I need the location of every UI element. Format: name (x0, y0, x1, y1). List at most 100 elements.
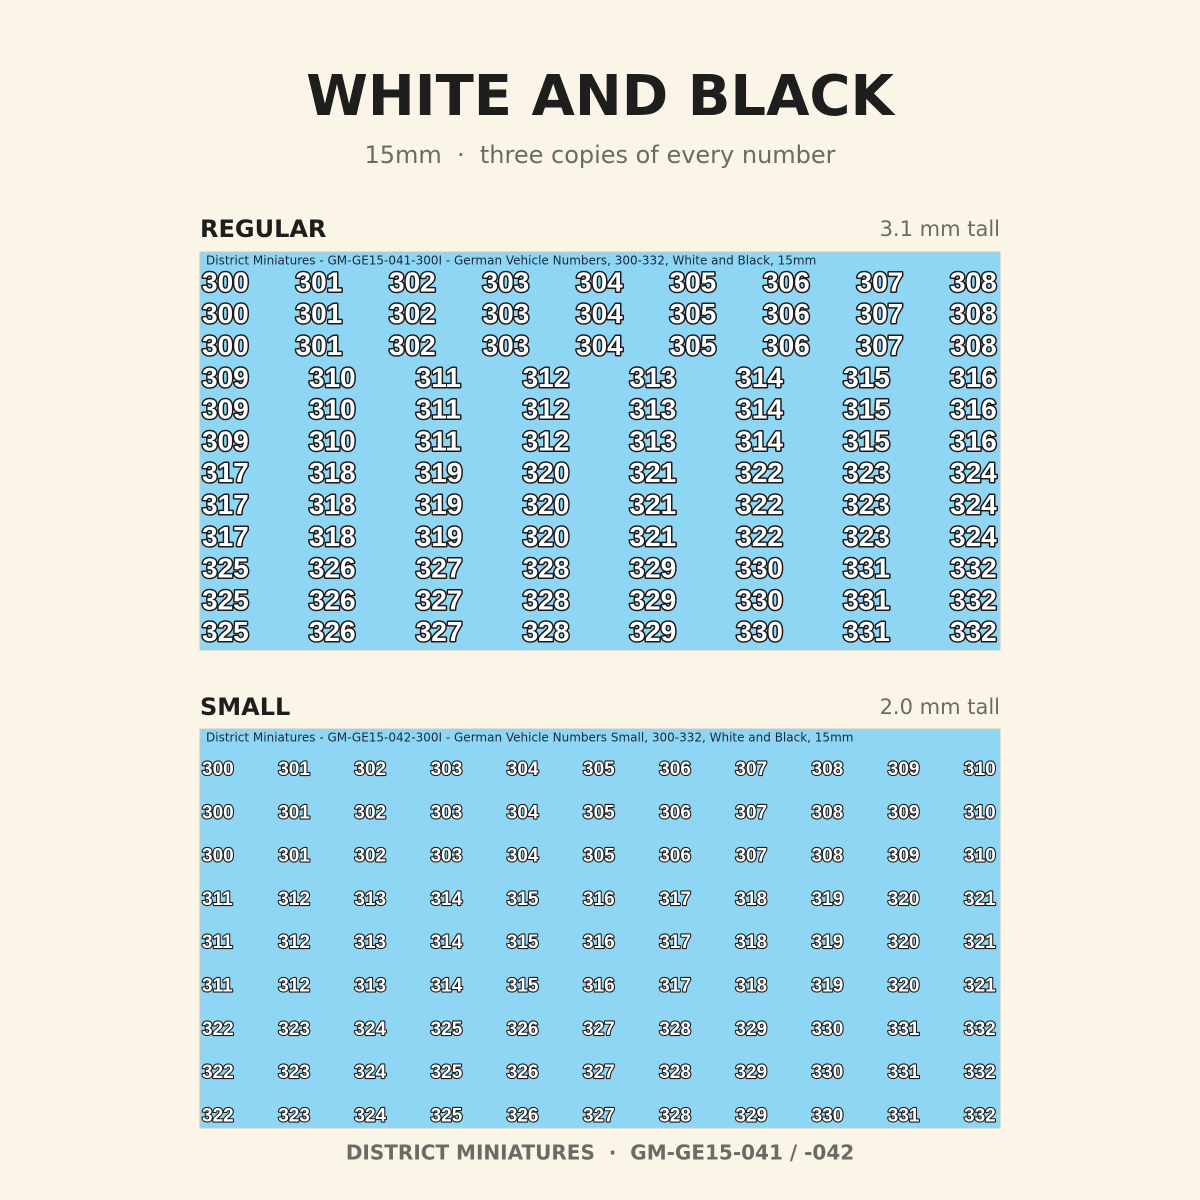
decal-number: 304 (576, 266, 623, 297)
decal-number: 327 (583, 1019, 615, 1040)
decal-number: 311 (416, 362, 461, 393)
decal-number: 302 (389, 298, 436, 329)
decal-number: 316 (583, 932, 615, 953)
decal-number: 308 (812, 759, 844, 780)
decal-number: 313 (629, 425, 676, 456)
decal-number: 325 (431, 1019, 463, 1040)
decal-number: 322 (202, 1062, 234, 1083)
decal-number: 308 (950, 298, 997, 329)
decal-number: 332 (964, 1105, 996, 1126)
decal-number: 317 (659, 889, 691, 910)
decal-sheet (199, 251, 1001, 651)
decal-number: 313 (354, 976, 386, 997)
decal-number: 304 (507, 846, 539, 867)
decal-number: 331 (888, 1062, 920, 1083)
decal-number: 326 (309, 616, 356, 647)
decal-number: 301 (278, 759, 310, 780)
decal-number: 328 (659, 1062, 691, 1083)
decal-number: 327 (416, 616, 463, 647)
decal-number: 302 (389, 266, 436, 297)
decal-number: 321 (629, 457, 676, 488)
decal-number: 303 (431, 802, 463, 823)
decal-number: 326 (507, 1019, 539, 1040)
decal-number: 325 (202, 553, 249, 584)
decal-number: 327 (416, 584, 463, 615)
decal-number: 310 (964, 846, 996, 867)
decal-number: 316 (583, 889, 615, 910)
decal-number: 311 (416, 425, 461, 456)
decal-number: 302 (354, 802, 386, 823)
decal-number: 302 (354, 846, 386, 867)
decal-number: 308 (950, 266, 997, 297)
decal-number: 332 (950, 584, 997, 615)
decal-number: 303 (431, 846, 463, 867)
decal-number: 331 (888, 1105, 920, 1126)
decal-number: 300 (202, 298, 249, 329)
decal-number: 331 (843, 616, 890, 647)
decal-number: 312 (523, 425, 570, 456)
decal-number: 316 (950, 362, 997, 393)
size-note: 2.0 mm tall (880, 695, 1000, 719)
decal-number: 321 (629, 521, 676, 552)
decal-number: 318 (309, 457, 356, 488)
decal-number: 329 (735, 1105, 767, 1126)
decal-number: 303 (483, 330, 530, 361)
decal-number: 309 (888, 759, 920, 780)
decal-number: 316 (583, 976, 615, 997)
decal-number: 323 (843, 457, 890, 488)
section-title: SMALL (200, 693, 290, 721)
decal-number: 309 (888, 846, 920, 867)
decal-number: 314 (736, 425, 783, 456)
decal-number: 304 (576, 298, 623, 329)
decal-number: 309 (202, 425, 249, 456)
decal-number: 303 (431, 759, 463, 780)
decal-number: 311 (202, 889, 233, 910)
sheet-label: District Miniatures - GM-GE15-042-300I -… (206, 731, 853, 745)
decal-number: 307 (857, 266, 904, 297)
decal-number: 317 (202, 457, 249, 488)
decal-number: 308 (950, 330, 997, 361)
decal-number: 300 (202, 266, 249, 297)
decal-number: 311 (416, 394, 461, 425)
decal-number: 315 (843, 394, 890, 425)
decal-number: 322 (736, 457, 783, 488)
decal-number: 315 (843, 425, 890, 456)
decal-number: 323 (278, 1019, 310, 1040)
decal-number: 302 (354, 759, 386, 780)
decal-number: 305 (670, 266, 717, 297)
decal-number: 315 (507, 976, 539, 997)
decal-number: 301 (278, 802, 310, 823)
decal-number: 328 (523, 616, 570, 647)
subtitle: 15mm · three copies of every number (364, 141, 835, 169)
footer: DISTRICT MINIATURES · GM-GE15-041 / -042 (346, 1141, 854, 1165)
decal-number: 319 (812, 889, 844, 910)
decal-number: 305 (583, 802, 615, 823)
decal-number: 319 (416, 457, 463, 488)
decal-number: 328 (523, 553, 570, 584)
decal-number: 306 (763, 298, 810, 329)
decal-number: 313 (354, 889, 386, 910)
decal-number: 327 (416, 553, 463, 584)
decal-number: 330 (736, 553, 783, 584)
decal-number: 320 (888, 976, 920, 997)
decal-number: 313 (629, 394, 676, 425)
title: WHITE AND BLACK (306, 64, 896, 129)
decal-number: 312 (278, 889, 310, 910)
decal-number: 326 (507, 1105, 539, 1126)
decal-number: 319 (416, 521, 463, 552)
decal-number: 315 (507, 889, 539, 910)
decal-number: 322 (202, 1105, 234, 1126)
decal-number: 305 (583, 846, 615, 867)
decal-number: 329 (735, 1019, 767, 1040)
decal-number: 300 (202, 759, 234, 780)
decal-number: 306 (763, 330, 810, 361)
decal-number: 322 (736, 521, 783, 552)
section-title: REGULAR (200, 215, 326, 243)
decal-number: 309 (202, 394, 249, 425)
decal-number: 314 (736, 394, 783, 425)
decal-sheet (199, 728, 1001, 1129)
decal-number: 322 (202, 1019, 234, 1040)
decal-number: 323 (843, 521, 890, 552)
decal-number: 325 (431, 1062, 463, 1083)
decal-number: 327 (583, 1062, 615, 1083)
